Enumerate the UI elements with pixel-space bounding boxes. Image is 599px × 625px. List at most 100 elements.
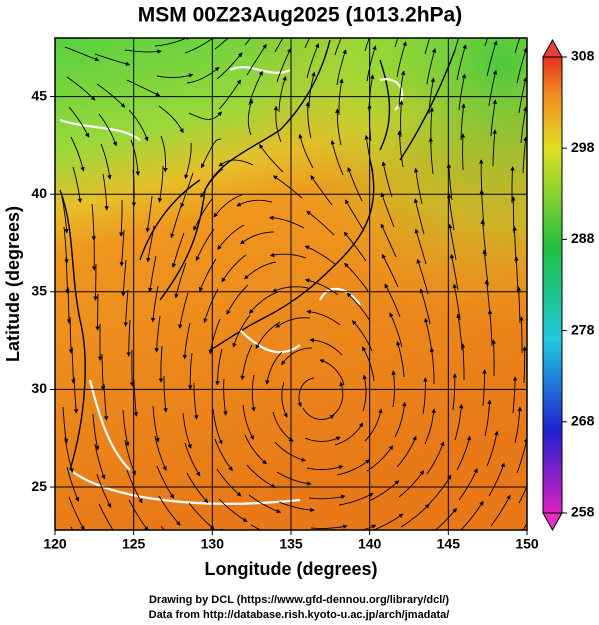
streamline — [203, 288, 219, 324]
streamline — [154, 38, 191, 47]
streamline — [217, 224, 245, 251]
streamline — [154, 315, 161, 353]
streamline — [247, 98, 254, 136]
streamline — [274, 441, 307, 462]
streamline — [187, 352, 193, 390]
colorbar — [542, 56, 563, 514]
streamline — [419, 288, 431, 325]
streamline — [381, 161, 393, 198]
streamline — [216, 52, 243, 80]
streamline — [68, 496, 85, 530]
streamline — [338, 492, 374, 506]
colorbar-tick-label: 258 — [571, 504, 595, 520]
streamline — [218, 159, 254, 167]
streamline — [512, 376, 518, 414]
streamline — [276, 47, 292, 83]
streamline — [244, 434, 267, 465]
streamline — [246, 43, 267, 76]
streamline — [304, 38, 311, 49]
streamline — [171, 232, 185, 269]
streamline — [456, 435, 472, 471]
streamline — [214, 438, 233, 472]
streamline — [163, 376, 168, 413]
streamline — [522, 136, 527, 174]
streamline — [273, 105, 282, 143]
streamline — [413, 167, 423, 205]
streamline — [516, 47, 527, 84]
streamline — [119, 200, 124, 237]
streamline — [249, 291, 279, 314]
streamline — [121, 259, 127, 297]
streamline — [364, 134, 374, 172]
streamline — [221, 254, 247, 283]
streamline — [519, 316, 524, 353]
streamline — [182, 322, 191, 360]
streamline — [396, 435, 417, 468]
streamline — [236, 199, 273, 207]
streamline — [335, 108, 342, 146]
streamline — [214, 38, 229, 50]
streamline — [424, 408, 436, 445]
streamline — [345, 199, 365, 232]
footer: Drawing by DCL (https://www.gfd-dennou.o… — [149, 594, 449, 606]
streamline — [70, 526, 74, 530]
streamline — [308, 494, 346, 500]
streamline — [281, 381, 288, 418]
streamline — [384, 283, 401, 318]
streamline — [435, 507, 457, 530]
streamline — [306, 309, 341, 326]
streamline — [302, 407, 335, 420]
streamline — [255, 321, 281, 350]
streamline — [394, 38, 399, 48]
x-tick-label: 120 — [43, 536, 67, 552]
streamline — [372, 513, 404, 530]
streamline — [66, 286, 72, 324]
streamline — [446, 193, 455, 231]
streamline — [66, 466, 80, 502]
streamline — [381, 253, 399, 288]
streamline — [366, 445, 394, 472]
streamline — [269, 252, 307, 259]
streamline — [102, 173, 109, 211]
streamline — [220, 528, 224, 530]
streamline — [424, 38, 431, 55]
streamline — [130, 139, 141, 176]
streamline — [96, 473, 112, 509]
streamline — [129, 349, 135, 387]
streamline — [460, 343, 466, 380]
streamline — [92, 413, 100, 451]
streamline — [310, 175, 333, 206]
isotherm — [59, 66, 404, 505]
streamline — [447, 223, 457, 261]
footer: Data from http://database.rish.kyoto-u.a… — [149, 609, 450, 621]
streamline — [62, 406, 69, 444]
streamline — [414, 228, 427, 265]
streamline — [347, 166, 363, 202]
streamline — [124, 439, 136, 476]
streamline — [428, 474, 452, 505]
streamline — [426, 441, 445, 475]
streamline — [101, 534, 122, 563]
streamline — [490, 494, 511, 527]
streamline — [70, 136, 85, 172]
streamline — [428, 137, 434, 175]
streamline — [426, 48, 437, 85]
streamline — [488, 462, 505, 497]
streamline — [413, 198, 425, 235]
streamline — [397, 130, 404, 168]
streamline — [157, 166, 164, 203]
streamline — [232, 314, 251, 348]
streamline — [244, 38, 252, 46]
streamline — [259, 143, 284, 173]
streamline — [306, 465, 344, 470]
streamline — [334, 422, 364, 446]
colorbar-tick-label: 308 — [571, 48, 595, 64]
streamline — [458, 468, 478, 501]
streamline — [251, 374, 256, 412]
streamline — [250, 524, 262, 530]
streamline — [73, 376, 79, 414]
colorbar-tick-label: 268 — [571, 413, 595, 429]
colorbar-tick-label: 298 — [571, 139, 595, 155]
streamline — [429, 347, 435, 384]
